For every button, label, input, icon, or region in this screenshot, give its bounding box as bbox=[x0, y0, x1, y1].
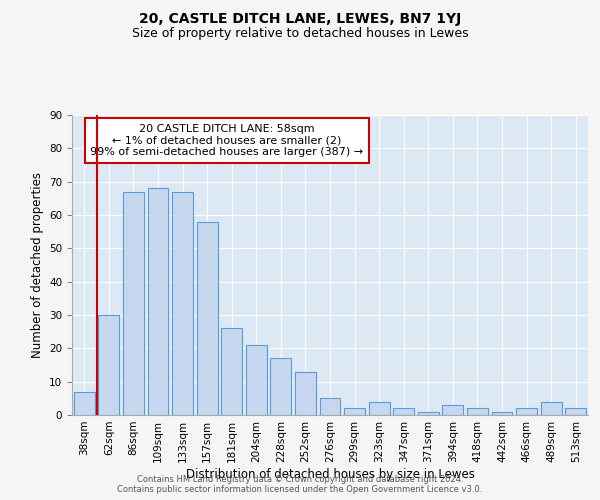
Bar bbox=[271, 358, 292, 415]
Bar bbox=[541, 402, 562, 415]
Text: Contains public sector information licensed under the Open Government Licence v3: Contains public sector information licen… bbox=[118, 485, 482, 494]
Bar bbox=[393, 408, 414, 415]
Bar bbox=[74, 392, 95, 415]
Text: Size of property relative to detached houses in Lewes: Size of property relative to detached ho… bbox=[131, 28, 469, 40]
X-axis label: Distribution of detached houses by size in Lewes: Distribution of detached houses by size … bbox=[185, 468, 475, 480]
Bar bbox=[320, 398, 340, 415]
Text: Contains HM Land Registry data © Crown copyright and database right 2024.: Contains HM Land Registry data © Crown c… bbox=[137, 475, 463, 484]
Text: 20, CASTLE DITCH LANE, LEWES, BN7 1YJ: 20, CASTLE DITCH LANE, LEWES, BN7 1YJ bbox=[139, 12, 461, 26]
Bar bbox=[442, 405, 463, 415]
Bar bbox=[467, 408, 488, 415]
Bar bbox=[295, 372, 316, 415]
Bar bbox=[197, 222, 218, 415]
Bar bbox=[221, 328, 242, 415]
Bar bbox=[246, 345, 267, 415]
Bar bbox=[368, 402, 389, 415]
Bar bbox=[418, 412, 439, 415]
Bar bbox=[344, 408, 365, 415]
Bar bbox=[98, 315, 119, 415]
Bar bbox=[148, 188, 169, 415]
Bar bbox=[491, 412, 512, 415]
Bar bbox=[565, 408, 586, 415]
Bar bbox=[123, 192, 144, 415]
Text: 20 CASTLE DITCH LANE: 58sqm
← 1% of detached houses are smaller (2)
99% of semi-: 20 CASTLE DITCH LANE: 58sqm ← 1% of deta… bbox=[90, 124, 364, 157]
Y-axis label: Number of detached properties: Number of detached properties bbox=[31, 172, 44, 358]
Bar bbox=[172, 192, 193, 415]
Bar bbox=[516, 408, 537, 415]
